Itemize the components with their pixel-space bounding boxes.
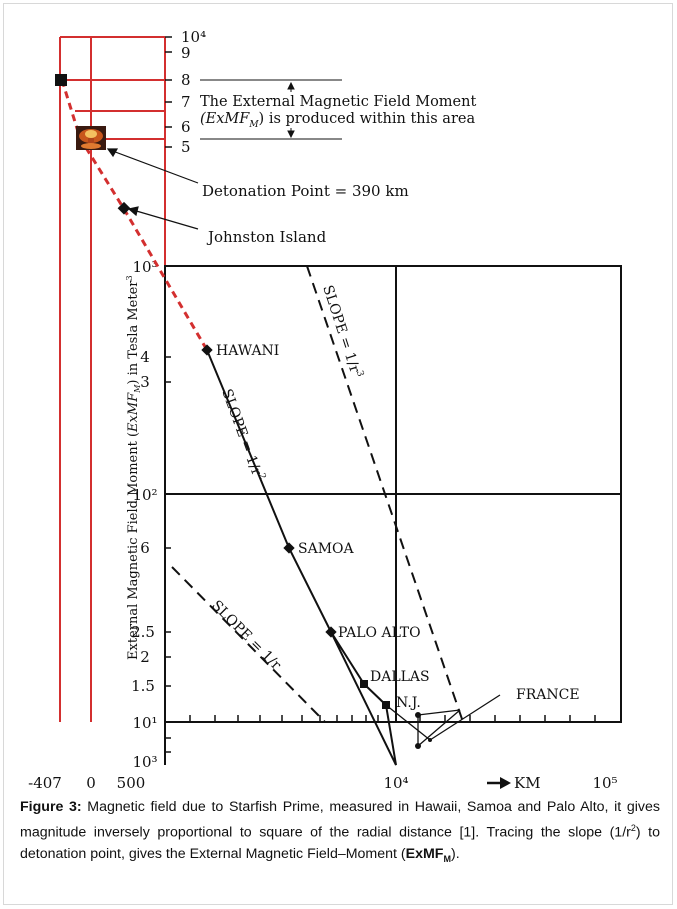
caption-sup: 2 (630, 823, 636, 833)
explosion-icon (76, 126, 106, 150)
marker-france-mid (428, 738, 432, 742)
slope-label-r3: SLOPE = 1/r3 (319, 283, 365, 380)
marker-johnston (117, 201, 131, 215)
x-tick-minus-407: -407 (28, 774, 62, 792)
caption-sub: M (443, 853, 451, 864)
caption-text-1: Magnetic field due to Starfish Prime, me… (20, 799, 660, 841)
upper-tick-label-2: 9 (181, 44, 191, 62)
x-tick-500: 500 (117, 774, 146, 792)
label-nj: N.J. (396, 695, 421, 711)
left-axis-labels: 10³ 4 3 10² 6 2.5 2 1.5 10¹ 10³ (131, 258, 157, 771)
y-tick-2-5: 2.5 (131, 623, 155, 641)
annotation-line-1: The External Magnetic Field Moment (200, 94, 476, 110)
y-axis-title: External Magnetic Field Moment (ExMFM) i… (125, 275, 142, 660)
label-palo-alto: PALO ALTO (338, 625, 421, 641)
marker-top-square (55, 74, 67, 86)
france-connectors (385, 694, 501, 747)
label-hawani: HAWANI (216, 343, 279, 359)
upper-tick-label-5: 6 (181, 118, 191, 136)
red-dashed-extrapolation (60, 79, 209, 351)
label-johnston: Johnston Island (206, 228, 327, 246)
slope-label-r2: SLOPE = 1/r2 (218, 387, 267, 484)
y-tick-10-2: 10² (132, 486, 157, 504)
upper-tick-label-4: 7 (181, 93, 191, 111)
km-arrow: KM (487, 774, 541, 792)
caption-bold: ExMF (405, 845, 444, 862)
main-grid (164, 265, 622, 765)
x-tick-0: 0 (86, 774, 96, 792)
marker-nj (382, 701, 390, 709)
x-axis-labels: -407 0 500 10⁴ 10⁵ (28, 774, 617, 792)
marker-samoa (283, 542, 295, 554)
marker-hawani (201, 344, 213, 356)
figure-caption: Figure 3: Magnetic field due to Starfish… (20, 797, 660, 870)
label-samoa: SAMOA (298, 541, 355, 557)
caption-text-3: ). (450, 845, 460, 862)
caption-label: Figure 3: (20, 799, 82, 815)
marker-dallas (360, 680, 368, 688)
annotation-bracket (200, 79, 342, 140)
caption-text-2: ) to detonation point, gives the Externa… (20, 824, 660, 862)
red-grid (59, 36, 166, 722)
upper-tick-label-1: 10⁴ (181, 28, 206, 46)
label-detonation: Detonation Point = 390 km (202, 182, 409, 200)
marker-palo-alto (325, 626, 337, 638)
y-tick-10-3-bottom: 10³ (132, 753, 157, 771)
x-tick-10-4: 10⁴ (383, 774, 408, 792)
y-tick-10-1: 10¹ (132, 714, 157, 732)
slope-r-line (171, 566, 326, 723)
upper-tick-label-3: 8 (181, 71, 191, 89)
label-dallas: DALLAS (370, 669, 430, 685)
y-tick-4: 4 (140, 348, 150, 366)
bottom-axis-ticks (165, 715, 596, 753)
y-tick-2: 2 (140, 648, 150, 666)
callout-arrows (106, 148, 199, 230)
upper-tick-label-6: 5 (181, 138, 191, 156)
figure-frame (3, 3, 673, 905)
y-tick-1-5: 1.5 (131, 677, 155, 695)
slope-label-r: SLOPE = 1/r (208, 598, 284, 674)
label-france: FRANCE (516, 687, 580, 703)
y-tick-3: 3 (140, 373, 150, 391)
y-tick-6: 6 (140, 539, 150, 557)
marker-france-top (415, 712, 421, 718)
starfish-prime-chart: 10⁴ 9 8 7 6 5 The External Magnetic Fiel… (28, 28, 622, 792)
slope-r3-line (306, 265, 464, 723)
x-tick-10-5: 10⁵ (592, 774, 617, 792)
km-label: KM (514, 774, 541, 792)
left-axis-ticks (165, 356, 171, 687)
y-tick-10-3-top: 10³ (132, 258, 157, 276)
marker-france-bottom (415, 743, 421, 749)
annotation-line-2: (ExMFM) is produced within this area (200, 111, 475, 130)
point-labels: Detonation Point = 390 km Johnston Islan… (202, 182, 580, 711)
upper-scale-ticks (165, 36, 172, 148)
markers (55, 74, 432, 749)
upper-scale-labels: 10⁴ 9 8 7 6 5 (181, 28, 206, 156)
